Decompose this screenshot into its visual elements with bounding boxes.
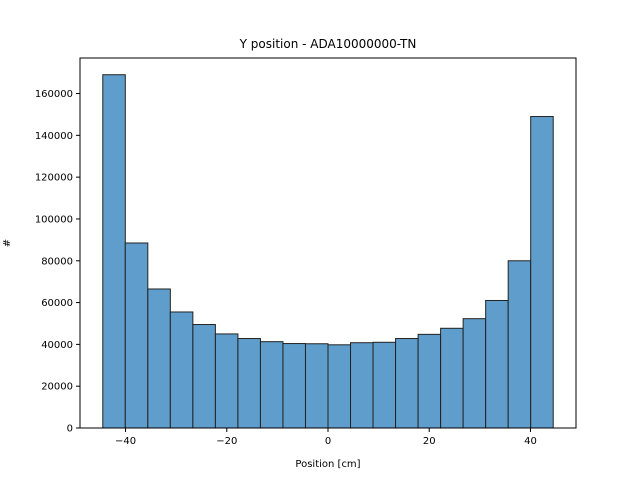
y-tick-label-6: 120000 — [35, 173, 73, 184]
x-axis-label: Position [cm] — [295, 459, 360, 470]
histogram-bar-4 — [192, 324, 216, 429]
histogram-bar-14 — [417, 333, 442, 429]
y-tick-label-7: 140000 — [35, 131, 73, 142]
y-tick-label-3: 60000 — [41, 298, 73, 309]
histogram-bar-18 — [507, 260, 532, 429]
y-tick-label-5: 100000 — [35, 214, 73, 225]
y-tick-label-0: 0 — [67, 424, 73, 435]
y-tick-label-4: 80000 — [41, 256, 73, 267]
x-tick-label-1: −20 — [216, 436, 237, 447]
histogram-bar-5 — [214, 333, 239, 429]
x-tick-label-2: 0 — [325, 436, 331, 447]
histogram-bars — [102, 74, 554, 429]
y-axis-ticks: 0 20000 40000 60000 80000 100000 120000 140000 1… — [35, 89, 80, 435]
histogram-bar-11 — [350, 342, 374, 429]
histogram-bar-13 — [395, 338, 419, 429]
histogram-bar-10 — [327, 344, 352, 429]
histogram-bar-3 — [169, 311, 194, 429]
x-tick-label-4: 40 — [524, 436, 537, 447]
y-axis-label: # — [2, 239, 13, 247]
histogram-bar-7 — [259, 341, 284, 429]
histogram-bar-1 — [124, 242, 149, 429]
histogram-bar-12 — [372, 341, 397, 429]
x-axis-ticks: −40 −20 0 20 40 — [115, 428, 537, 447]
histogram-bar-19 — [530, 116, 554, 429]
histogram-bar-15 — [440, 327, 464, 429]
y-tick-label-2: 40000 — [41, 340, 73, 351]
histogram-bar-6 — [237, 338, 261, 429]
histogram-bar-17 — [485, 299, 509, 429]
x-tick-label-3: 20 — [423, 436, 436, 447]
histogram-bar-16 — [462, 318, 487, 429]
histogram-bar-2 — [147, 288, 171, 429]
histogram-bar-0 — [102, 74, 126, 429]
histogram-bar-8 — [282, 343, 306, 429]
y-tick-label-8: 160000 — [35, 89, 73, 100]
chart-title: Y position - ADA10000000-TN — [239, 37, 417, 51]
x-tick-label-0: −40 — [115, 436, 136, 447]
histogram-bar-9 — [304, 343, 329, 429]
y-tick-label-1: 20000 — [41, 382, 73, 393]
